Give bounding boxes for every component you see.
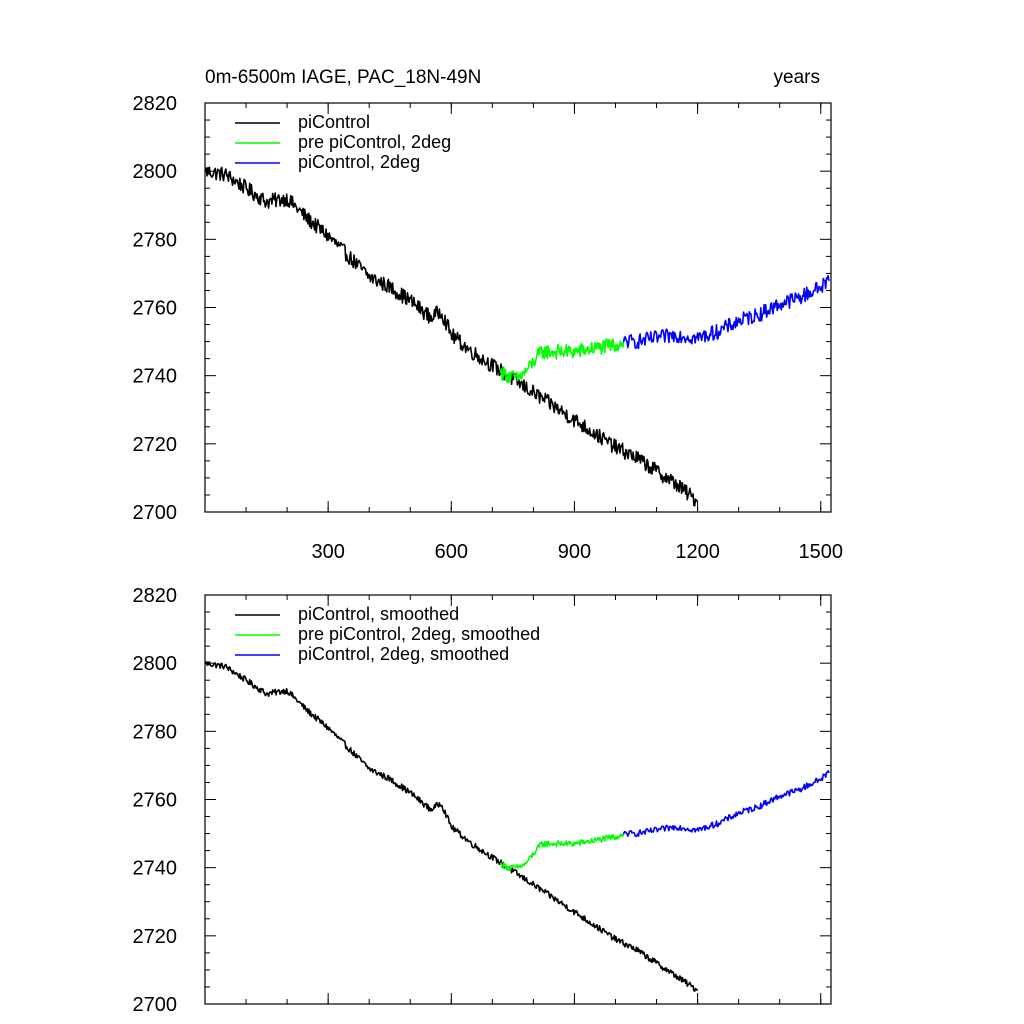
- legend-label: pre piControl, 2deg, smoothed: [298, 624, 540, 644]
- x-tick-label: 300: [311, 541, 344, 563]
- series-line: [204, 166, 699, 507]
- series-line: [499, 832, 625, 872]
- y-tick-label: 2760: [133, 790, 178, 812]
- legend-label: pre piControl, 2deg: [298, 132, 451, 152]
- plot-frame: [204, 102, 832, 513]
- y-tick-label: 2740: [133, 366, 178, 388]
- legend-label: piControl: [298, 112, 370, 132]
- panel-title: 0m-6500m IAGE, PAC_18N-49N: [205, 67, 481, 88]
- x-tick-label: 900: [558, 541, 591, 563]
- legend-label: piControl, 2deg: [298, 152, 420, 172]
- y-tick-label: 2780: [133, 721, 178, 743]
- y-tick-label: 2720: [133, 926, 178, 948]
- series-layer: [204, 166, 830, 507]
- series-line: [622, 769, 830, 838]
- y-tick-label: 2720: [133, 434, 178, 456]
- y-tick-label: 2760: [133, 298, 178, 320]
- legend-label: piControl, smoothed: [298, 604, 459, 624]
- y-tick-label: 2780: [133, 229, 178, 251]
- series-line: [204, 661, 699, 992]
- y-tick-label: 2800: [133, 161, 178, 183]
- x-tick-label: 1200: [675, 541, 720, 563]
- series-line: [499, 338, 625, 384]
- y-tick-label: 2700: [133, 502, 178, 524]
- plot-frame: [204, 594, 832, 1005]
- x-tick-label: 1500: [798, 541, 843, 563]
- y-tick-label: 2800: [133, 653, 178, 675]
- legend-label: piControl, 2deg, smoothed: [298, 644, 509, 664]
- y-tick-label: 2820: [133, 585, 178, 607]
- x-tick-label: 600: [435, 541, 468, 563]
- y-tick-label: 2740: [133, 858, 178, 880]
- y-tick-label: 2700: [133, 994, 178, 1016]
- series-layer: [204, 661, 830, 992]
- series-line: [622, 274, 830, 350]
- panel-title-right: years: [774, 67, 820, 88]
- y-tick-label: 2820: [133, 93, 178, 115]
- bottom-panel: 2700 2720 2740 2760 2780 2800 2820 piControl, …: [133, 585, 832, 1016]
- axis-ticks: 2700 2720 2740 2760 2780 2800 2820 300 600 900 120…: [133, 93, 843, 563]
- top-panel: 0m-6500m IAGE, PAC_18N-49N years 2700 272…: [133, 67, 843, 563]
